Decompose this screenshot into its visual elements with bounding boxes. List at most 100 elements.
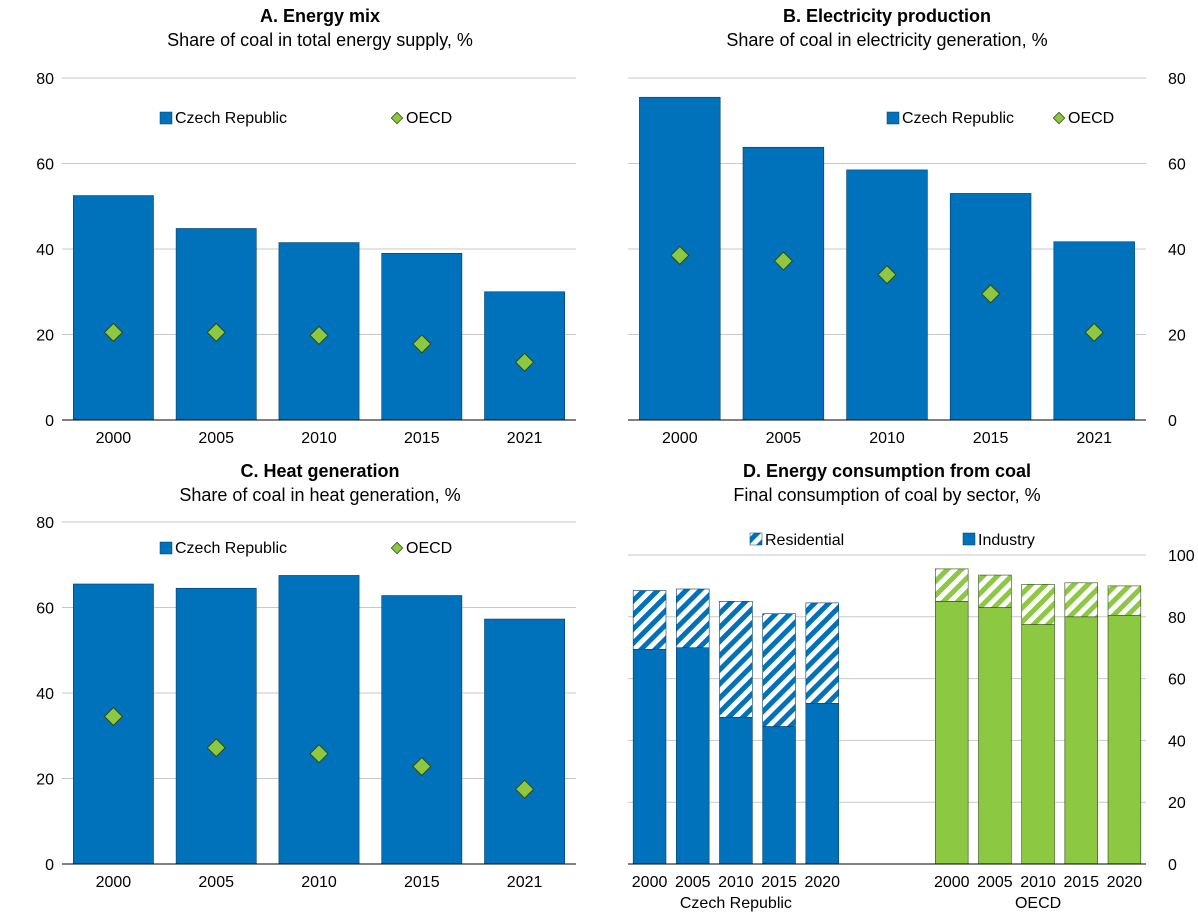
panel-b-legend: Czech Republic OECD [886, 110, 1114, 127]
bar-czech-republic [742, 146, 825, 421]
marker-oecd [412, 334, 432, 354]
panel-b: B. Electricity production Share of coal … [628, 6, 1186, 447]
bar-residential [676, 588, 710, 648]
bar-industry [762, 726, 796, 865]
marker-oecd [980, 284, 1001, 304]
panel-c: C. Heat generation Share of coal in heat… [36, 461, 576, 891]
y-tick-label: 60 [1168, 157, 1186, 174]
legend-label-czech-republic: Czech Republic [902, 110, 1014, 127]
x-group-label: Czech Republic [680, 895, 792, 912]
bar-czech-republic [73, 195, 154, 421]
legend-label-czech-republic: Czech Republic [175, 540, 287, 557]
y-tick-label: 40 [36, 686, 54, 703]
legend-swatch-residential [749, 532, 763, 546]
y-tick-label: 60 [36, 157, 54, 174]
panel-b-plot: 0 20 40 60 80 2000 2005 2010 2015 2021 [628, 71, 1186, 447]
y-tick-label: 0 [45, 857, 54, 874]
x-tick-label: 2000 [96, 430, 132, 447]
x-tick-label: 2020 [1107, 874, 1143, 891]
marker-oecd [206, 738, 226, 758]
legend-swatch-czech-republic [159, 111, 173, 125]
legend-label-residential: Residential [765, 532, 844, 549]
bar-residential [935, 568, 969, 602]
y-tick-label: 80 [1168, 71, 1186, 88]
y-tick-label: 60 [1168, 672, 1186, 689]
bar-czech-republic [381, 595, 463, 865]
y-tick-label: 100 [1168, 548, 1195, 565]
x-tick-label: 2010 [301, 430, 337, 447]
panel-a-plot: 0 20 40 60 80 2000 2005 2010 2015 2021 [36, 71, 576, 447]
x-tick-label: 2010 [1020, 874, 1056, 891]
panel-b-subtitle: Share of coal in electricity generation,… [726, 30, 1047, 50]
legend-label-industry: Industry [978, 532, 1035, 549]
x-tick-label: 2021 [507, 430, 543, 447]
x-tick-label: 2015 [761, 874, 797, 891]
bar-residential [1107, 585, 1142, 616]
bar-czech-republic [175, 587, 257, 865]
legend-label-oecd: OECD [406, 110, 452, 127]
panel-a-legend: Czech Republic OECD [159, 110, 452, 127]
legend-label-oecd: OECD [406, 540, 452, 557]
y-tick-label: 60 [36, 601, 54, 618]
y-tick-label: 40 [1168, 242, 1186, 259]
marker-oecd [103, 706, 124, 727]
marker-oecd [103, 322, 124, 343]
legend-marker-oecd [390, 111, 404, 125]
y-tick-label: 40 [36, 242, 54, 259]
x-tick-label: 2000 [662, 430, 698, 447]
marker-oecd [670, 245, 690, 266]
bar-residential [978, 574, 1012, 608]
bar-industry [632, 648, 667, 865]
x-tick-label: 2015 [404, 430, 440, 447]
x-tick-label: 2005 [977, 874, 1013, 891]
x-tick-label: 2000 [632, 874, 668, 891]
bar-industry [978, 607, 1012, 865]
x-tick-label: 2005 [675, 874, 711, 891]
marker-oecd [773, 251, 794, 271]
bar-residential [719, 601, 753, 718]
x-tick-label: 2000 [934, 874, 970, 891]
x-tick-label: 2000 [96, 874, 132, 891]
bar-czech-republic [949, 193, 1032, 421]
panel-a-subtitle: Share of coal in total energy supply, % [167, 30, 473, 50]
panel-d: D. Energy consumption from coal Final co… [628, 461, 1195, 912]
marker-oecd [206, 322, 226, 343]
bar-residential [632, 590, 667, 650]
bar-residential [1064, 582, 1098, 618]
marker-oecd [309, 325, 329, 346]
y-tick-label: 80 [36, 71, 54, 88]
x-tick-label: 2005 [198, 430, 234, 447]
panel-d-subtitle: Final consumption of coal by sector, % [733, 485, 1040, 505]
bar-industry [1064, 616, 1098, 865]
bar-residential [762, 613, 796, 727]
legend-label-oecd: OECD [1068, 110, 1114, 127]
panel-d-plot: 0 20 40 60 80 100 2000 2005 2010 2015 2020 Czech Re… [628, 548, 1195, 912]
bar-industry [805, 703, 839, 865]
legend-marker-oecd [390, 541, 404, 555]
legend-marker-oecd [1052, 111, 1066, 125]
x-tick-label: 2020 [804, 874, 840, 891]
x-tick-label: 2021 [507, 874, 543, 891]
panel-c-subtitle: Share of coal in heat generation, % [179, 485, 460, 505]
x-tick-label: 2015 [1063, 874, 1099, 891]
y-tick-label: 0 [1168, 413, 1177, 430]
marker-oecd [877, 264, 897, 285]
bar-industry [719, 716, 753, 865]
bar-czech-republic [484, 618, 565, 865]
x-tick-label: 2005 [198, 874, 234, 891]
legend-swatch-czech-republic [159, 541, 173, 555]
y-tick-label: 0 [45, 413, 54, 430]
bar-residential [805, 602, 839, 704]
bar-czech-republic [278, 575, 360, 865]
panel-d-legend: Residential Industry [749, 532, 1035, 549]
panel-a: A. Energy mix Share of coal in total ene… [36, 6, 576, 447]
x-tick-label: 2015 [973, 430, 1009, 447]
y-tick-label: 80 [36, 515, 54, 532]
y-tick-label: 80 [1168, 610, 1186, 627]
bar-industry [1021, 624, 1055, 865]
bar-industry [1107, 614, 1142, 865]
x-tick-label: 2005 [766, 430, 802, 447]
marker-oecd [309, 743, 329, 764]
legend-swatch-czech-republic [886, 111, 900, 125]
x-tick-label: 2010 [301, 874, 337, 891]
